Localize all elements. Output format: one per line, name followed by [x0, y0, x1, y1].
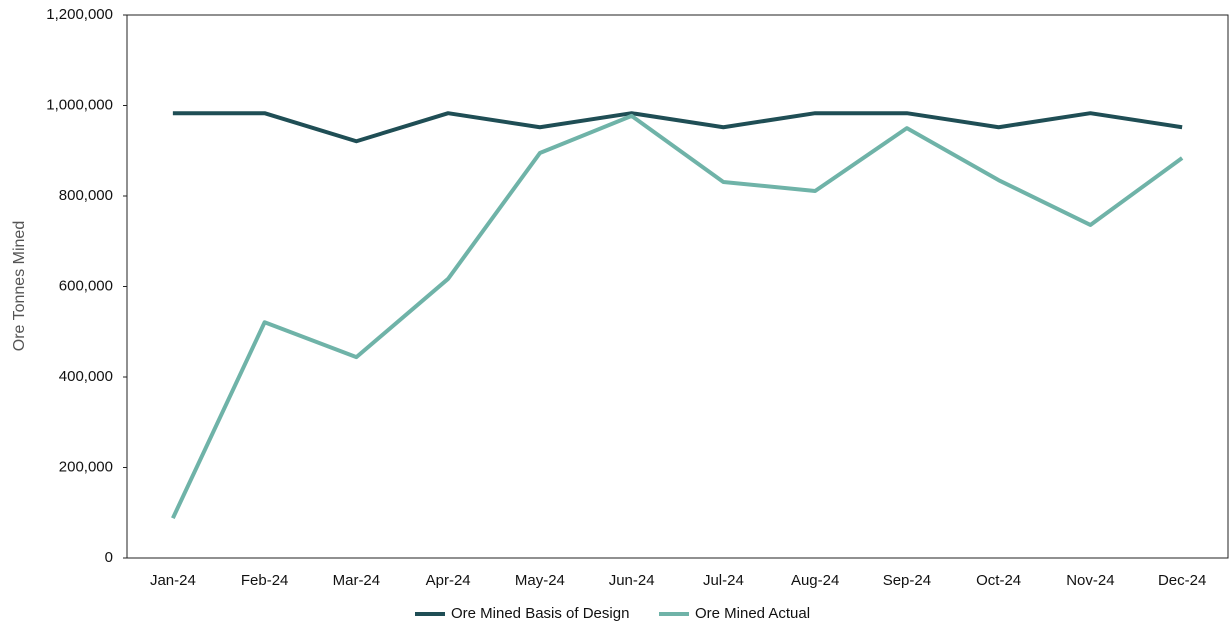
x-tick-label: Sep-24 — [883, 572, 931, 589]
x-tick-label: Dec-24 — [1158, 572, 1206, 589]
x-tick-label: Oct-24 — [976, 572, 1021, 589]
x-tick-label: Jan-24 — [150, 572, 196, 589]
plot-border — [126, 14, 1229, 559]
y-tick-label: 1,200,000 — [46, 6, 113, 23]
series-line — [171, 113, 1184, 520]
x-tick-label: May-24 — [515, 572, 565, 589]
y-tick-label: 400,000 — [59, 368, 113, 385]
x-tick-label: Apr-24 — [426, 572, 471, 589]
series-line — [172, 111, 1183, 144]
x-tick-label: Aug-24 — [791, 572, 839, 589]
y-tick-label: 200,000 — [59, 458, 113, 475]
y-axis-label: Ore Tonnes Mined — [11, 221, 28, 351]
y-tick-label: 600,000 — [59, 277, 113, 294]
x-tick-label: Feb-24 — [241, 572, 289, 589]
x-tick-label: Nov-24 — [1066, 572, 1114, 589]
y-tick-label: 0 — [105, 549, 113, 566]
x-tick-label: Jul-24 — [703, 572, 744, 589]
x-tick-label: Mar-24 — [333, 572, 381, 589]
y-tick-label: 800,000 — [59, 187, 113, 204]
legend-label: Ore Mined Actual — [695, 605, 810, 622]
y-tick-label: 1,000,000 — [46, 96, 113, 113]
legend-label: Ore Mined Basis of Design — [451, 605, 629, 622]
x-tick-label: Jun-24 — [609, 572, 655, 589]
